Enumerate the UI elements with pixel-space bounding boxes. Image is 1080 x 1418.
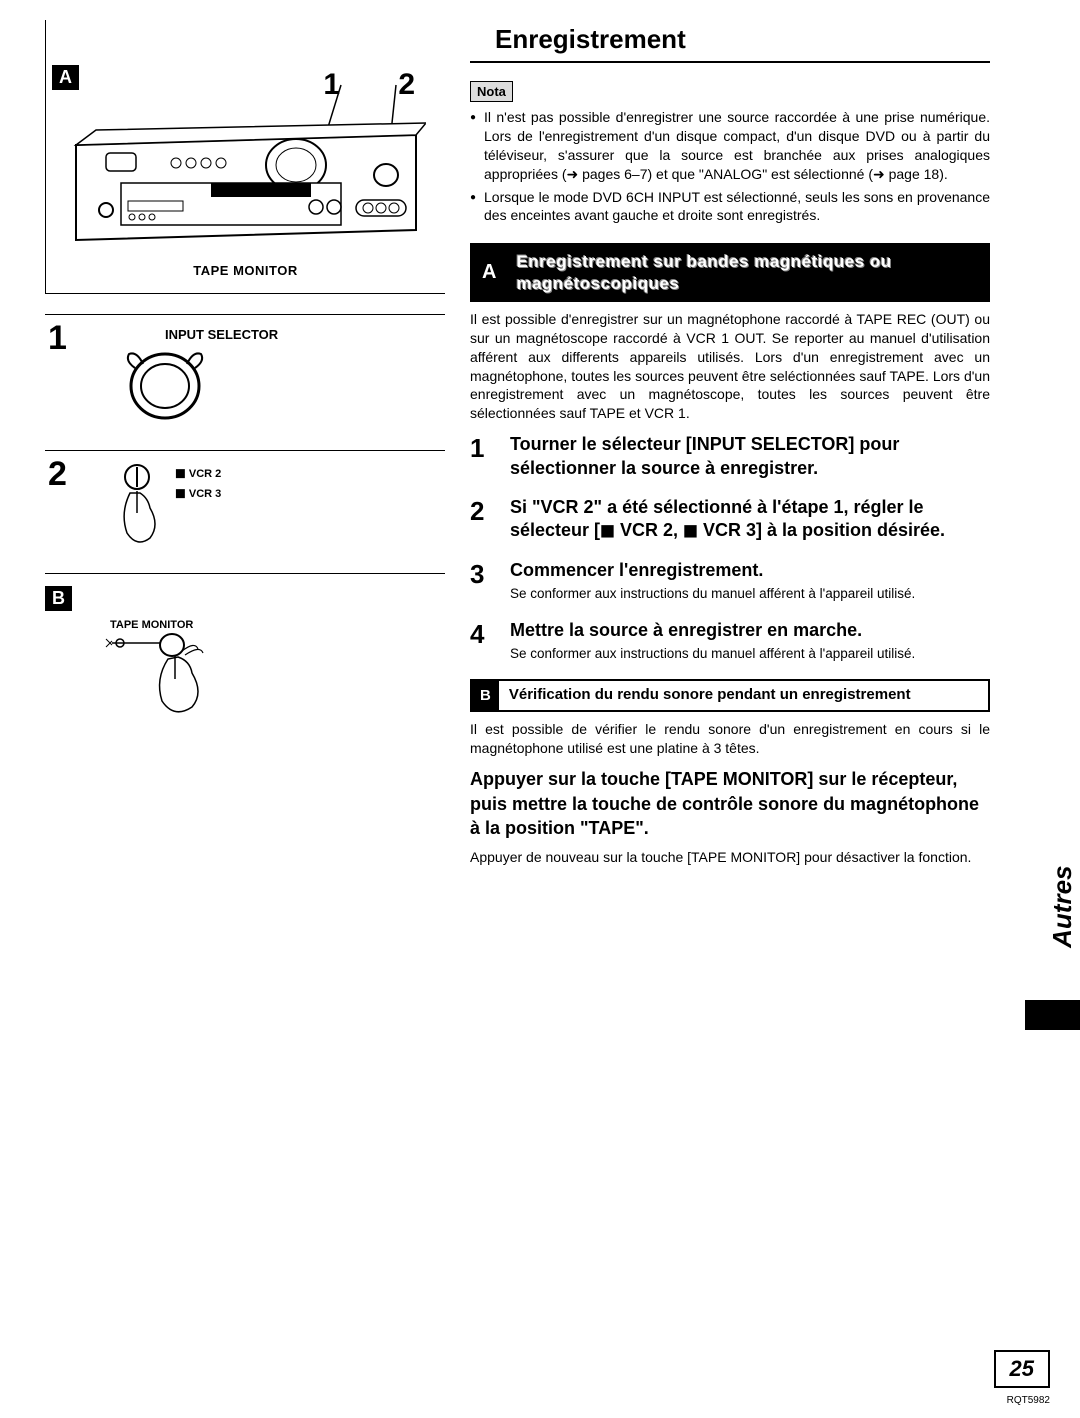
receiver-illustration (66, 75, 426, 255)
section-a-banner: A Enregistrement sur bandes magnétiques … (470, 243, 990, 302)
tape-monitor-b-label: TAPE MONITOR (110, 619, 445, 631)
step-number: 4 (470, 619, 494, 663)
right-text-column: Enregistrement Nota Il n'est pas possibl… (470, 20, 1050, 877)
step-2: 2 Si "VCR 2" a été sélectionné à l'étape… (470, 496, 990, 543)
section-b-intro: Il est possible de vérifier le rendu son… (470, 720, 990, 758)
section-b-marker: B (472, 681, 499, 710)
diagram-b-tape-monitor: B TAPE MONITOR (45, 573, 445, 725)
section-a-marker: A (472, 245, 506, 300)
step-3-sub: Se conformer aux instructions du manuel … (510, 585, 915, 603)
left-step-2: 2 ◼ VCR 2 ◼ VCR 3 (45, 450, 445, 573)
nota-item: Lorsque le mode DVD 6CH INPUT est sélect… (470, 188, 990, 226)
marker-b: B (45, 586, 72, 611)
manual-page: A 1 2 (0, 0, 1080, 897)
step-1: 1 Tourner le sélecteur [INPUT SELECTOR] … (470, 433, 990, 480)
step-2-text: Si "VCR 2" a été sélectionné à l'étape 1… (510, 496, 990, 543)
final-instruction-sub: Appuyer de nouveau sur la touche [TAPE M… (470, 848, 990, 867)
section-b-banner: B Vérification du rendu sonore pendant u… (470, 679, 990, 712)
diagram-num-2: 2 (398, 68, 415, 102)
step-3-text: Commencer l'enregistrement. (510, 559, 915, 582)
vcr2-label: VCR 2 (189, 468, 221, 480)
section-a-intro: Il est possible d'enregistrer sur un mag… (470, 310, 990, 423)
step-4-text: Mettre la source à enregistrer en marche… (510, 619, 915, 642)
side-black-tab (1025, 1000, 1080, 1030)
final-instruction-bold: Appuyer sur la touche [TAPE MONITOR] sur… (470, 767, 990, 840)
left-step-1: 1 INPUT SELECTOR (45, 314, 445, 450)
diagram-num-1: 1 (323, 68, 340, 102)
document-code: RQT5982 (1007, 1395, 1050, 1406)
page-number: 25 (994, 1350, 1050, 1388)
step-number: 1 (470, 433, 494, 480)
step-number: 2 (470, 496, 494, 543)
step-1-text: Tourner le sélecteur [INPUT SELECTOR] po… (510, 433, 990, 480)
tape-monitor-press-icon (100, 631, 250, 721)
step-number: 3 (470, 559, 494, 603)
input-selector-label: INPUT SELECTOR (165, 327, 445, 342)
nota-badge: Nota (470, 81, 513, 102)
section-a-title: Enregistrement sur bandes magnétiques ou… (506, 245, 988, 300)
page-title: Enregistrement (470, 20, 990, 63)
numbered-steps: 1 Tourner le sélecteur [INPUT SELECTOR] … (470, 433, 990, 662)
step-4: 4 Mettre la source à enregistrer en marc… (470, 619, 990, 663)
nota-list: Il n'est pas possible d'enregistrer une … (470, 108, 990, 225)
nota-item: Il n'est pas possible d'enregistrer une … (470, 108, 990, 184)
vcr-switch-icon (115, 463, 165, 553)
left-step-1-num: 1 (48, 319, 67, 358)
input-selector-dial-icon (115, 346, 225, 426)
diagram-a-receiver: A 1 2 (45, 20, 445, 294)
left-step-2-num: 2 (48, 455, 67, 494)
marker-a: A (52, 65, 79, 90)
vcr-labels: ◼ VCR 2 ◼ VCR 3 (175, 463, 221, 502)
section-b-title: Vérification du rendu sonore pendant un … (499, 681, 988, 710)
tape-monitor-caption: TAPE MONITOR (56, 263, 435, 278)
side-section-label: Autres (1047, 866, 1078, 948)
left-diagrams-column: A 1 2 (45, 20, 445, 877)
step-4-sub: Se conformer aux instructions du manuel … (510, 645, 915, 663)
step-3: 3 Commencer l'enregistrement. Se conform… (470, 559, 990, 603)
vcr3-label: VCR 3 (189, 488, 221, 500)
